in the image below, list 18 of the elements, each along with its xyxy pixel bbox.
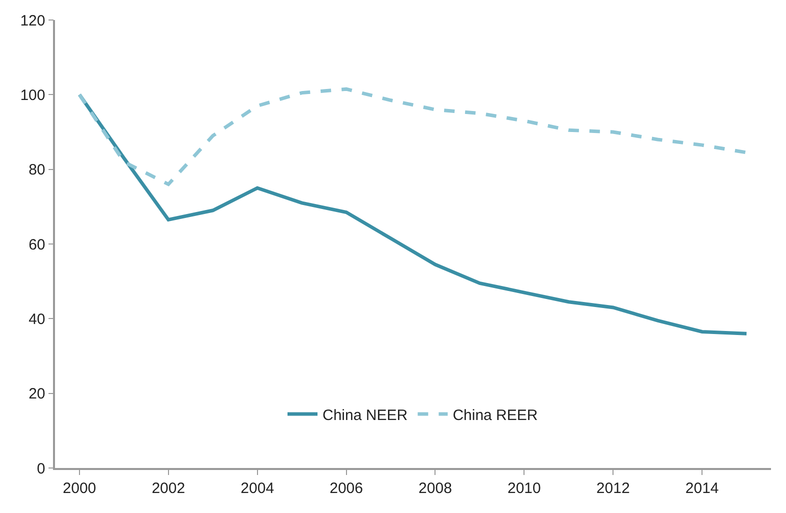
y-tick-label: 80 [28,162,46,179]
x-tick-label: 2004 [240,480,274,497]
x-tick-label: 2010 [507,480,541,497]
line-series [78,87,748,186]
x-tick-label: 2014 [685,480,719,497]
x-tick-label: 2000 [62,480,96,497]
x-tick-label: 2012 [596,480,630,497]
y-tick-label: 100 [20,86,46,104]
y-tick-label: 60 [28,236,46,254]
x-tick-label: 2006 [330,480,363,497]
legend-label: China REER [452,406,538,424]
y-tick-label: 0 [36,460,46,478]
x-tick-label: 2008 [418,480,452,497]
y-tick-label: 20 [28,386,46,403]
y-tick-label: 40 [28,310,46,328]
x-tick-label: 2002 [152,480,186,497]
legend-label: China NEER [322,406,408,424]
y-tick-label: 120 [20,12,46,30]
